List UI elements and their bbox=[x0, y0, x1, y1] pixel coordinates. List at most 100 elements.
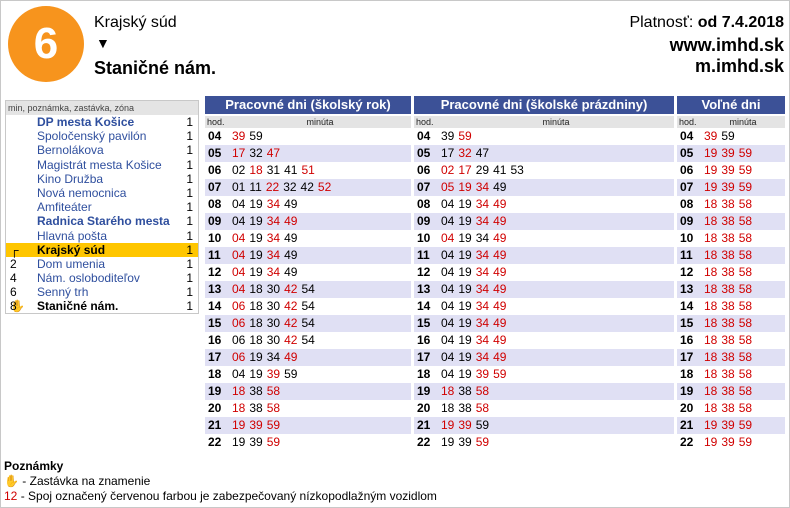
departure-minute[interactable]: 18 bbox=[704, 282, 718, 296]
departure-minute[interactable]: 18 bbox=[704, 248, 718, 262]
departure-minute[interactable]: 30 bbox=[266, 299, 281, 313]
departure-minute[interactable]: 18 bbox=[249, 333, 263, 347]
departure-minute[interactable]: 18 bbox=[704, 367, 718, 381]
departure-minute[interactable]: 38 bbox=[721, 265, 735, 279]
departure-minute[interactable]: 22 bbox=[265, 180, 280, 194]
departure-minute[interactable]: 58 bbox=[738, 350, 753, 364]
departure-minute[interactable]: 38 bbox=[721, 384, 735, 398]
departure-minute[interactable]: 58 bbox=[475, 384, 490, 398]
departure-minute[interactable]: 58 bbox=[738, 282, 753, 296]
departure-minute[interactable]: 19 bbox=[441, 418, 455, 432]
departure-minute[interactable]: 38 bbox=[721, 248, 735, 262]
departure-minute[interactable]: 49 bbox=[493, 316, 507, 330]
departure-minute[interactable]: 04 bbox=[441, 333, 455, 347]
departure-minute[interactable]: 38 bbox=[721, 231, 735, 245]
departure-minute[interactable]: 49 bbox=[284, 350, 298, 364]
departure-minute[interactable]: 18 bbox=[704, 299, 718, 313]
departure-minute[interactable]: 18 bbox=[704, 214, 718, 228]
departure-minute[interactable]: 02 bbox=[232, 163, 246, 177]
departure-minute[interactable]: 39 bbox=[721, 435, 735, 449]
departure-minute[interactable]: 18 bbox=[704, 265, 718, 279]
departure-minute[interactable]: 34 bbox=[475, 299, 490, 313]
stop-item[interactable]: Spoločenský pavilón 1 bbox=[6, 129, 198, 143]
departure-minute[interactable]: 32 bbox=[283, 180, 297, 194]
departure-minute[interactable]: 49 bbox=[493, 350, 507, 364]
departure-minute[interactable]: 19 bbox=[249, 197, 263, 211]
departure-minute[interactable]: 42 bbox=[284, 333, 298, 347]
departure-minute[interactable]: 04 bbox=[232, 231, 246, 245]
departure-minute[interactable]: 18 bbox=[232, 384, 246, 398]
departure-minute[interactable]: 04 bbox=[441, 197, 455, 211]
departure-minute[interactable]: 18 bbox=[441, 384, 455, 398]
departure-minute[interactable]: 17 bbox=[441, 146, 455, 160]
departure-minute[interactable]: 49 bbox=[493, 299, 507, 313]
departure-minute[interactable]: 18 bbox=[249, 316, 263, 330]
departure-minute[interactable]: 39 bbox=[721, 180, 735, 194]
departure-minute[interactable]: 30 bbox=[266, 333, 281, 347]
departure-minute[interactable]: 49 bbox=[493, 197, 507, 211]
departure-minute[interactable]: 38 bbox=[721, 197, 735, 211]
departure-minute[interactable]: 38 bbox=[721, 282, 735, 296]
departure-minute[interactable]: 38 bbox=[458, 384, 472, 398]
departure-minute[interactable]: 38 bbox=[249, 384, 263, 398]
departure-minute[interactable]: 38 bbox=[721, 214, 735, 228]
departure-minute[interactable]: 38 bbox=[721, 316, 735, 330]
departure-minute[interactable]: 34 bbox=[475, 231, 490, 245]
departure-minute[interactable]: 51 bbox=[301, 163, 315, 177]
departure-minute[interactable]: 59 bbox=[721, 129, 735, 143]
departure-minute[interactable]: 06 bbox=[232, 333, 246, 347]
departure-minute[interactable]: 49 bbox=[493, 214, 507, 228]
departure-minute[interactable]: 58 bbox=[475, 401, 490, 415]
departure-minute[interactable]: 34 bbox=[475, 214, 490, 228]
departure-minute[interactable]: 34 bbox=[475, 265, 490, 279]
departure-minute[interactable]: 19 bbox=[249, 367, 263, 381]
departure-minute[interactable]: 34 bbox=[266, 350, 281, 364]
departure-minute[interactable]: 19 bbox=[458, 180, 472, 194]
stop-item[interactable]: Hlavná pošta 1 bbox=[6, 229, 198, 243]
departure-minute[interactable]: 42 bbox=[300, 180, 314, 194]
departure-minute[interactable]: 29 bbox=[475, 163, 490, 177]
departure-minute[interactable]: 38 bbox=[458, 401, 472, 415]
departure-minute[interactable]: 58 bbox=[738, 265, 753, 279]
departure-minute[interactable]: 18 bbox=[232, 401, 246, 415]
departure-minute[interactable]: 04 bbox=[441, 248, 455, 262]
departure-minute[interactable]: 19 bbox=[249, 265, 263, 279]
departure-minute[interactable]: 30 bbox=[266, 282, 281, 296]
departure-minute[interactable]: 17 bbox=[458, 163, 472, 177]
mobile-website-link[interactable]: m.imhd.sk bbox=[694, 56, 784, 76]
departure-minute[interactable]: 49 bbox=[284, 214, 298, 228]
departure-minute[interactable]: 39 bbox=[266, 367, 281, 381]
departure-minute[interactable]: 53 bbox=[510, 163, 524, 177]
departure-minute[interactable]: 02 bbox=[441, 163, 455, 177]
departure-minute[interactable]: 04 bbox=[441, 265, 455, 279]
departure-minute[interactable]: 32 bbox=[249, 146, 263, 160]
departure-minute[interactable]: 19 bbox=[249, 231, 263, 245]
departure-minute[interactable]: 34 bbox=[475, 197, 490, 211]
departure-minute[interactable]: 19 bbox=[704, 435, 718, 449]
departure-minute[interactable]: 54 bbox=[301, 333, 315, 347]
departure-minute[interactable]: 39 bbox=[232, 129, 246, 143]
departure-minute[interactable]: 49 bbox=[284, 197, 298, 211]
departure-minute[interactable]: 49 bbox=[493, 248, 507, 262]
departure-minute[interactable]: 19 bbox=[458, 367, 472, 381]
stop-item[interactable]: 4 Nám. osloboditeľov 1 bbox=[6, 271, 198, 285]
departure-minute[interactable]: 04 bbox=[441, 282, 455, 296]
departure-minute[interactable]: 04 bbox=[232, 265, 246, 279]
departure-minute[interactable]: 01 bbox=[232, 180, 246, 194]
departure-minute[interactable]: 06 bbox=[232, 299, 246, 313]
departure-minute[interactable]: 59 bbox=[284, 367, 298, 381]
departure-minute[interactable]: 34 bbox=[266, 214, 281, 228]
departure-minute[interactable]: 19 bbox=[458, 299, 472, 313]
stop-item[interactable]: 2 Dom umenia 1 bbox=[6, 257, 198, 271]
departure-minute[interactable]: 19 bbox=[458, 316, 472, 330]
departure-minute[interactable]: 54 bbox=[301, 282, 315, 296]
departure-minute[interactable]: 58 bbox=[738, 384, 753, 398]
departure-minute[interactable]: 47 bbox=[266, 146, 281, 160]
stop-item[interactable]: Radnica Starého mesta 1 bbox=[6, 214, 198, 228]
departure-minute[interactable]: 58 bbox=[738, 197, 753, 211]
departure-minute[interactable]: 49 bbox=[493, 282, 507, 296]
departure-minute[interactable]: 19 bbox=[232, 418, 246, 432]
departure-minute[interactable]: 18 bbox=[704, 350, 718, 364]
departure-minute[interactable]: 18 bbox=[704, 231, 718, 245]
departure-minute[interactable]: 19 bbox=[704, 163, 718, 177]
